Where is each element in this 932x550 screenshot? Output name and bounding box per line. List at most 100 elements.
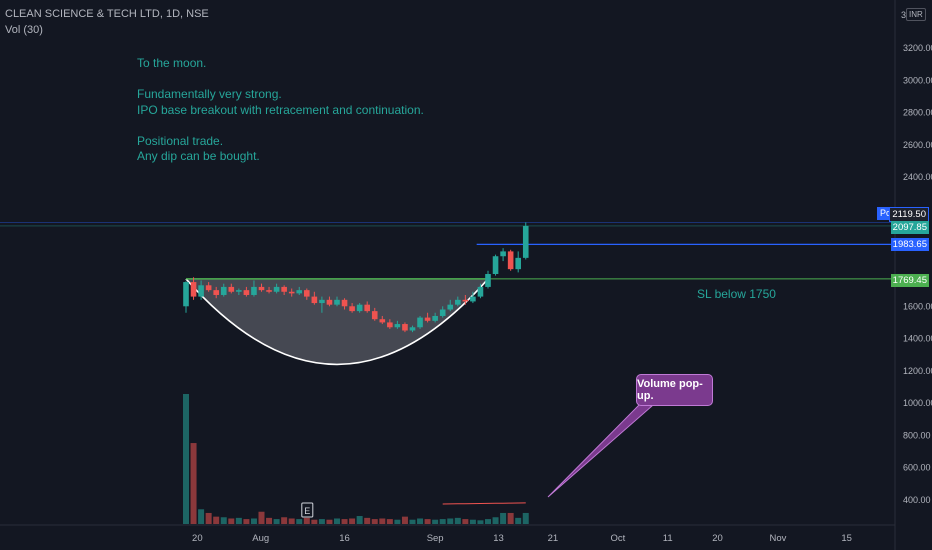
volume-bar [492, 517, 499, 524]
blue-line-price-tag: 1983.65 [890, 238, 929, 251]
candle-body [507, 251, 514, 270]
idea-note: To the moon. Fundamentally very strong. … [137, 56, 424, 165]
volume-bar [386, 519, 393, 524]
volume-bar [349, 518, 356, 524]
y-tick-label: 2600.00 [903, 140, 932, 150]
note-line [137, 72, 424, 88]
candle-body [198, 285, 204, 297]
volume-bar [205, 512, 212, 524]
candle-body [387, 322, 393, 328]
last-price-tag: 2097.85 [890, 221, 929, 234]
x-tick-label: 15 [841, 533, 852, 544]
y-tick-label: 3000.00 [903, 75, 932, 85]
candle-body [220, 286, 227, 295]
candle-body [258, 286, 265, 291]
volume-bar [296, 519, 303, 524]
volume-bar [303, 517, 310, 524]
volume-bar [183, 394, 189, 524]
volume-bar [266, 517, 273, 524]
candle-body [500, 251, 506, 257]
candle-body [409, 327, 416, 331]
volume-bar [477, 520, 484, 524]
x-tick-label: 13 [493, 533, 504, 544]
cup-arc [185, 278, 489, 366]
y-tick-label: 3200.00 [903, 43, 932, 53]
candle-body [515, 257, 521, 270]
volume-bar [318, 519, 325, 524]
candle-body [251, 286, 257, 295]
y-tick-label: 2400.00 [903, 172, 932, 182]
volume-bar [394, 519, 401, 524]
volume-bar [432, 519, 439, 524]
post-price-tag: 2119.50 [889, 207, 929, 222]
candle-body [379, 319, 386, 323]
candle-body [183, 282, 189, 307]
candle-body [273, 286, 280, 292]
candle-body [455, 299, 461, 305]
volume-bar [334, 518, 340, 524]
volume-bar [250, 518, 257, 524]
candle-body [485, 274, 491, 287]
stop-loss-label: SL below 1750 [697, 287, 776, 301]
x-tick-label: Aug [252, 533, 269, 544]
volume-bar [213, 516, 220, 524]
x-tick-label: Sep [427, 533, 444, 544]
candle-body [447, 304, 454, 310]
y-tick-label: 2800.00 [903, 108, 932, 118]
y-tick-label: 800.00 [903, 430, 931, 440]
volume-bar [417, 518, 424, 524]
volume-bar [228, 518, 235, 524]
note-line [137, 118, 424, 134]
candle-body [402, 324, 408, 331]
candle-body [356, 304, 363, 312]
candle-body [432, 315, 438, 321]
candle-body [492, 256, 499, 274]
candle-body [236, 290, 242, 292]
symbol-title: CLEAN SCIENCE & TECH LTD, 1D, NSE [5, 8, 209, 20]
volume-bar [401, 516, 408, 524]
volume-bar [364, 517, 371, 524]
volume-bar [424, 519, 431, 524]
candle-body [364, 304, 370, 312]
candle-body [334, 299, 340, 305]
y-tick-label: 400.00 [903, 495, 931, 505]
volume-bar [281, 517, 288, 524]
note-line: To the moon. [137, 56, 207, 70]
candle-body [470, 296, 476, 302]
volume-bar [485, 519, 491, 524]
candle-body [319, 299, 325, 304]
volume-bar [288, 518, 295, 524]
candle-body [281, 286, 287, 292]
candle-body [213, 290, 219, 295]
candle-body [288, 291, 295, 294]
volume-bar [500, 512, 507, 524]
volume-bar [190, 443, 197, 524]
candle-body [228, 286, 235, 292]
y-tick-label: 600.00 [903, 463, 931, 473]
candle-body [296, 290, 303, 294]
volume-bar [273, 519, 280, 524]
earnings-marker-label: E [304, 506, 310, 516]
candle-body [477, 286, 484, 297]
note-line: Any dip can be bought. [137, 149, 260, 163]
volume-bar [235, 517, 242, 524]
candle-body [439, 309, 446, 316]
x-tick-label: 21 [548, 533, 559, 544]
volume-indicator-label[interactable]: Vol (30) [5, 24, 43, 36]
candle-body [205, 285, 212, 291]
volume-bar [220, 517, 227, 524]
volume-bar [326, 519, 333, 524]
currency-badge[interactable]: INR [906, 8, 926, 21]
volume-bar [522, 512, 529, 524]
plot-area [0, 0, 895, 525]
volume-bar [447, 518, 454, 524]
volume-bar [515, 517, 522, 524]
candle-body [304, 290, 310, 297]
volume-bar [409, 519, 416, 524]
x-tick-label: 20 [712, 533, 723, 544]
volume-bar [341, 519, 348, 524]
scale-label: 3 [901, 10, 907, 20]
x-tick-label: 16 [339, 533, 350, 544]
candle-body [394, 324, 401, 328]
